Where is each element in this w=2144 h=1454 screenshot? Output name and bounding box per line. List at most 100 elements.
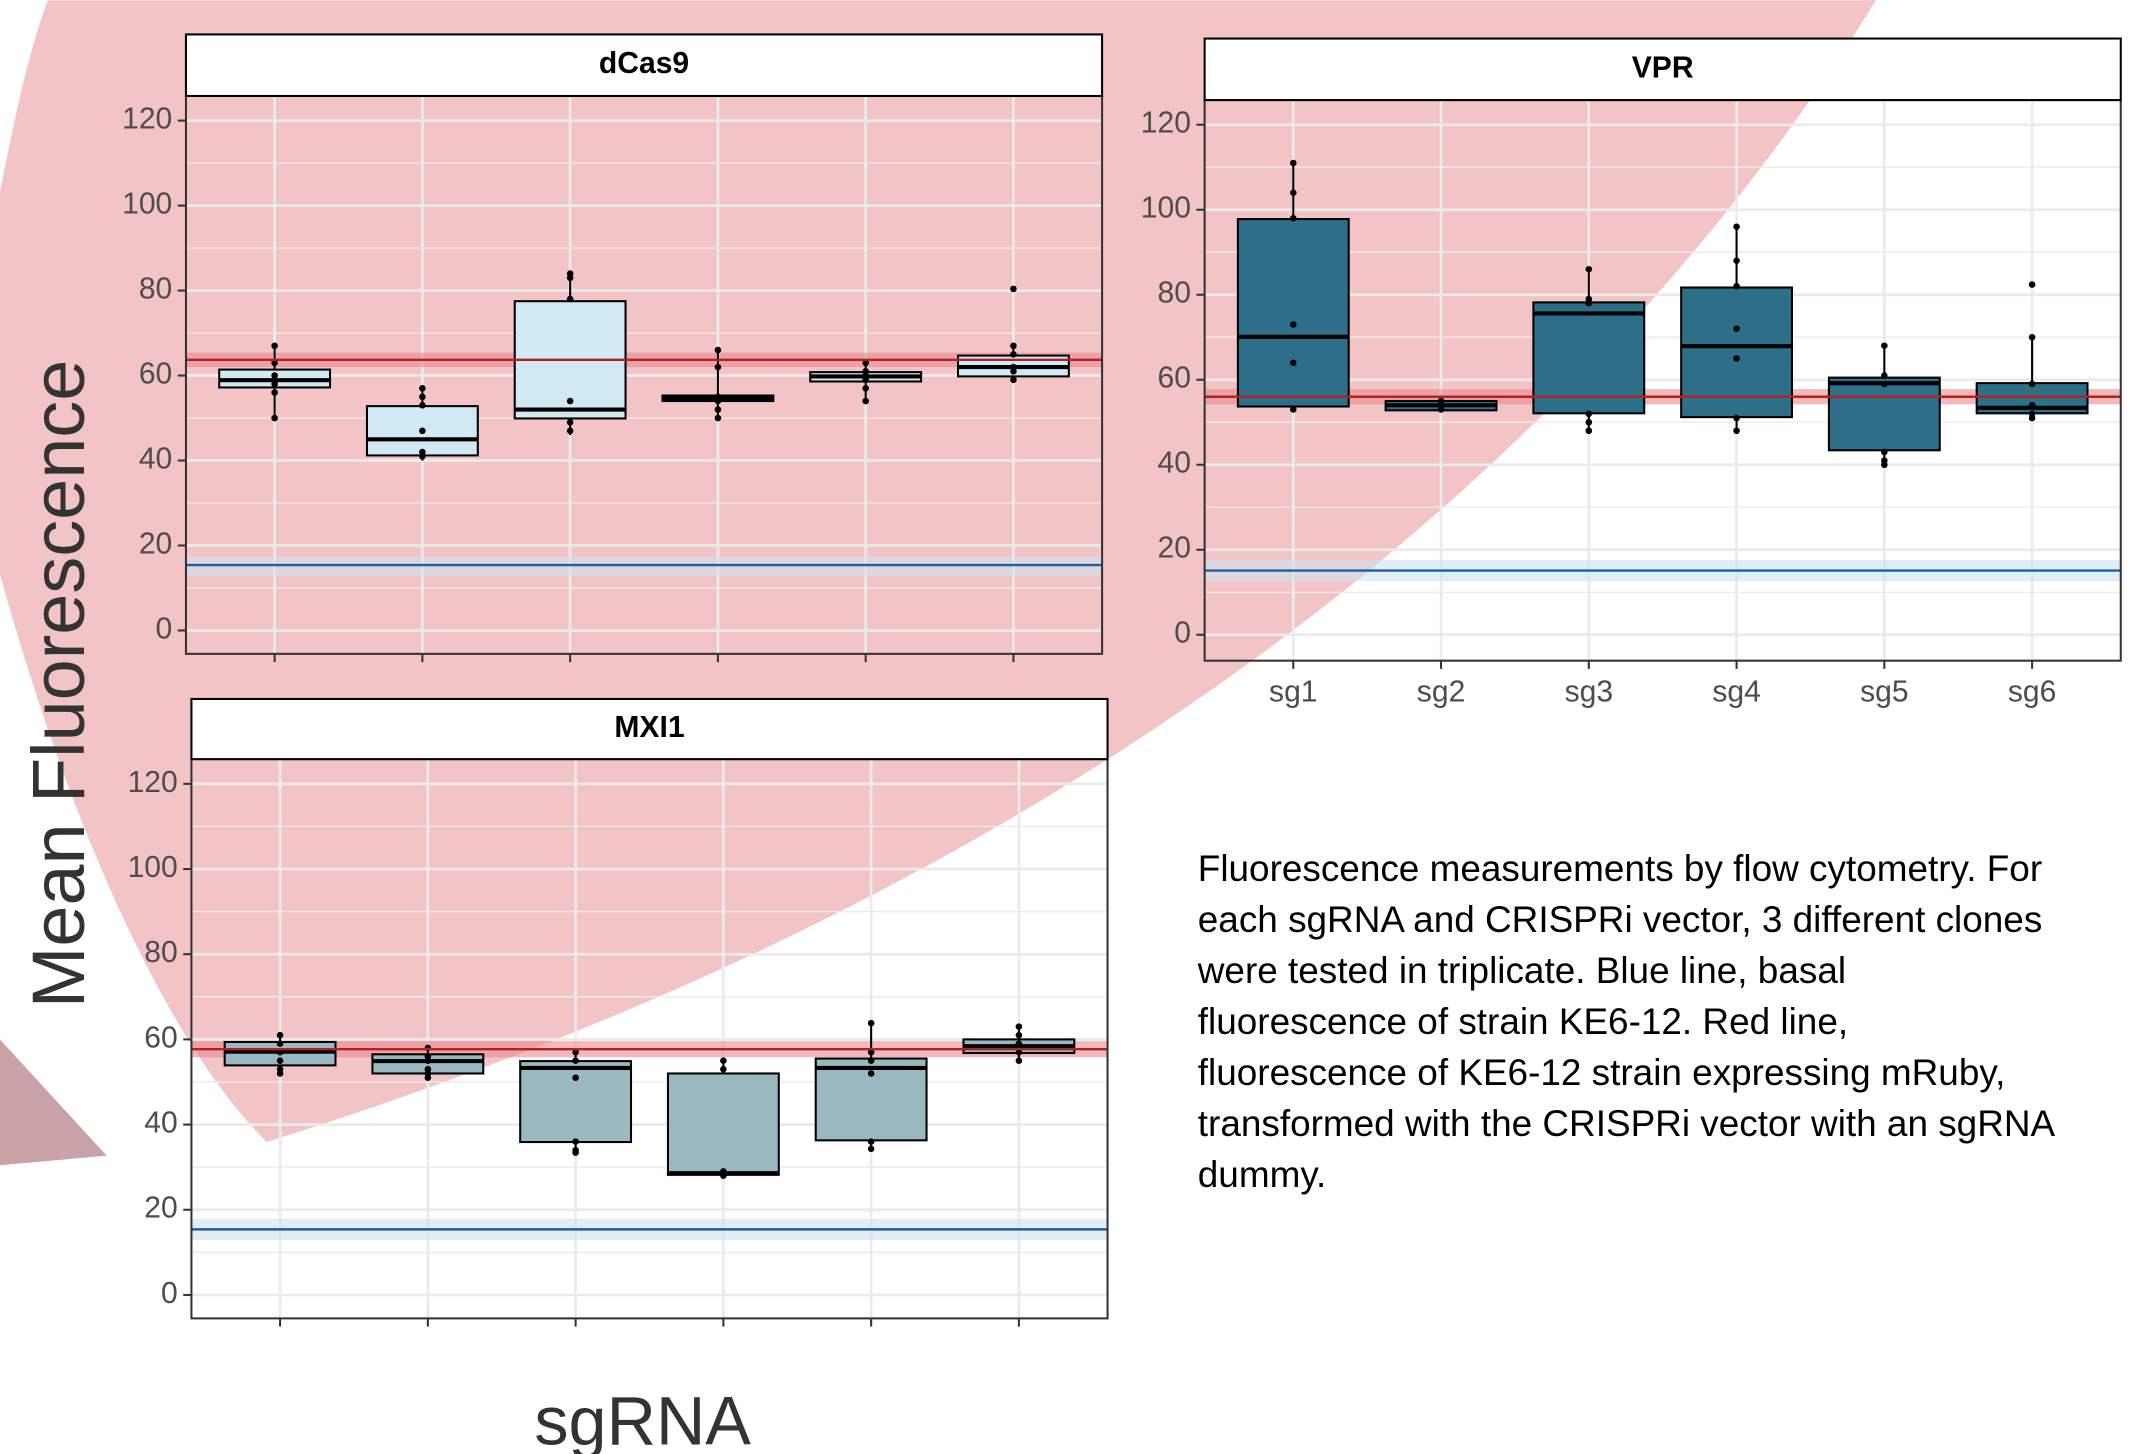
point [271, 415, 278, 422]
point [271, 343, 278, 350]
point [868, 1146, 875, 1153]
y-tick-label: 120 [122, 103, 172, 136]
y-tick-label: 20 [144, 1192, 177, 1225]
point [567, 419, 574, 426]
point [1010, 286, 1017, 293]
point [862, 377, 869, 384]
point [1290, 321, 1297, 328]
box [520, 1061, 631, 1142]
y-tick-label: 60 [144, 1021, 177, 1054]
point [1733, 223, 1740, 230]
y-tick-label: 40 [144, 1107, 177, 1140]
point [1016, 1057, 1023, 1064]
point [277, 1032, 284, 1039]
x-tick-label: sg1 [1269, 675, 1318, 708]
point [419, 402, 426, 409]
point [1290, 189, 1297, 196]
point [868, 1020, 875, 1027]
point [567, 398, 574, 405]
point [1586, 410, 1593, 417]
point [572, 1057, 579, 1064]
point [1733, 257, 1740, 264]
y-tick-label: 20 [1157, 532, 1190, 565]
point [1586, 427, 1593, 434]
point [1733, 427, 1740, 434]
caption-line: dummy. [1198, 1154, 1327, 1195]
point [868, 1138, 875, 1145]
panel-title: MXI1 [614, 711, 684, 744]
point [1586, 300, 1593, 307]
y-tick-label: 40 [139, 442, 172, 475]
point [1290, 406, 1297, 413]
y-tick-label: 80 [139, 273, 172, 306]
point [1016, 1023, 1023, 1030]
point [868, 1070, 875, 1077]
point [567, 275, 574, 282]
point [572, 1074, 579, 1081]
point [567, 427, 574, 434]
point [715, 398, 722, 405]
x-tick-label: sg4 [1712, 675, 1761, 708]
y-tick-label: 80 [1157, 277, 1190, 310]
point [1586, 266, 1593, 273]
y-axis-label: Mean Fluorescence [17, 360, 100, 1008]
point [572, 1149, 579, 1156]
point [1733, 325, 1740, 332]
point [572, 1138, 579, 1145]
x-axis-label: sgRNA [534, 1383, 751, 1454]
point [419, 394, 426, 401]
y-tick-label: 80 [144, 936, 177, 969]
point [1881, 342, 1888, 349]
point [277, 1057, 284, 1064]
caption-line: Fluorescence measurements by flow cytome… [1198, 848, 2042, 889]
x-tick-label: sg5 [1860, 675, 1909, 708]
point [419, 385, 426, 392]
point [425, 1057, 432, 1064]
box [1238, 219, 1349, 406]
y-tick-label: 0 [1174, 617, 1191, 650]
point [1733, 415, 1740, 422]
point [419, 453, 426, 460]
point [862, 385, 869, 392]
point [1010, 343, 1017, 350]
point [868, 1057, 875, 1064]
caption-line: fluorescence of strain KE6-12. Red line, [1198, 1001, 1848, 1042]
x-tick-label: sg2 [1417, 675, 1466, 708]
point [271, 381, 278, 388]
point [419, 427, 426, 434]
figure: 020406080100120dCas9020406080100120sg1sg… [0, 0, 2144, 1454]
y-tick-label: 120 [128, 766, 178, 799]
y-tick-label: 60 [1157, 362, 1190, 395]
point [715, 364, 722, 371]
point [1881, 372, 1888, 379]
point [2029, 402, 2036, 409]
point [715, 347, 722, 354]
point [1010, 351, 1017, 358]
y-tick-label: 100 [122, 188, 172, 221]
point [2029, 415, 2036, 422]
point [271, 372, 278, 379]
caption-line: fluorescence of KE6-12 strain expressing… [1198, 1052, 2006, 1093]
point [1290, 160, 1297, 167]
y-tick-label: 100 [1141, 192, 1191, 225]
point [720, 1057, 727, 1064]
y-tick-label: 0 [156, 612, 173, 645]
point [2029, 334, 2036, 341]
point [720, 1066, 727, 1073]
point [277, 1040, 284, 1047]
point [1290, 359, 1297, 366]
y-tick-label: 60 [139, 357, 172, 390]
y-tick-label: 20 [139, 527, 172, 560]
point [2029, 381, 2036, 388]
caption-line: each sgRNA and CRISPRi vector, 3 differe… [1198, 899, 2043, 940]
point [1881, 449, 1888, 456]
point [425, 1074, 432, 1081]
point [271, 389, 278, 396]
point [715, 415, 722, 422]
point [720, 1172, 727, 1179]
panel-title: VPR [1632, 51, 1694, 84]
point [1438, 406, 1445, 413]
point [1010, 377, 1017, 384]
point [2029, 281, 2036, 288]
point [1290, 215, 1297, 222]
